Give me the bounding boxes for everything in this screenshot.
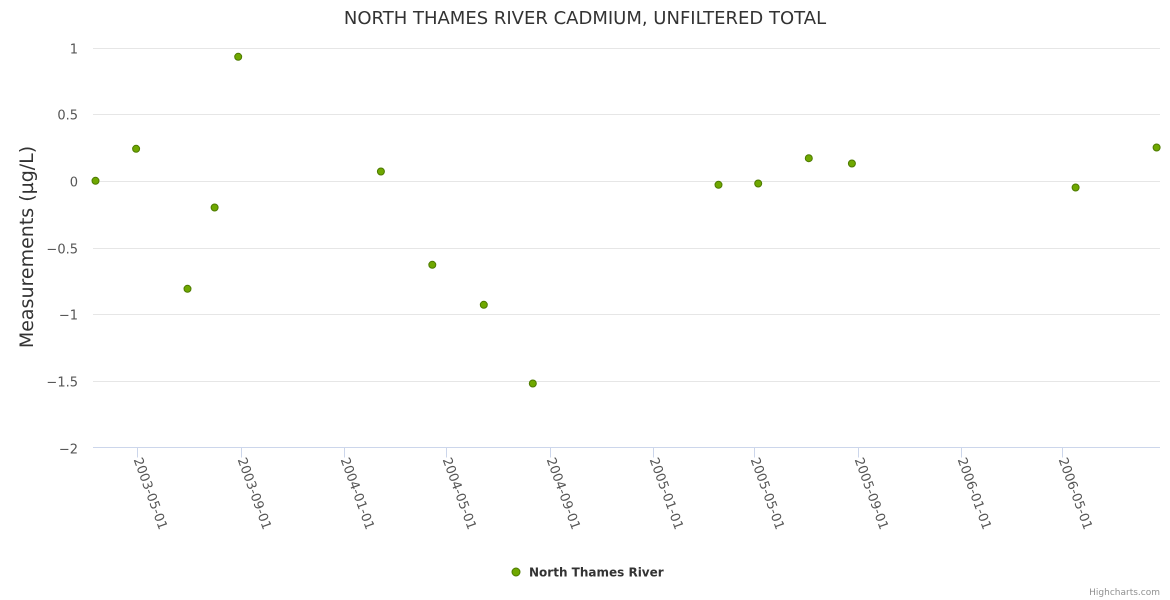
y-tick-label: 1 [70, 43, 78, 58]
data-point[interactable] [183, 284, 192, 293]
legend[interactable]: North Thames River [511, 566, 664, 580]
y-tick-label: −2 [59, 443, 78, 458]
y-tick-label: −1.5 [46, 376, 78, 391]
y-tick-label: −0.5 [46, 243, 78, 258]
series-north-thames-river [91, 52, 1161, 388]
data-point[interactable] [479, 300, 488, 309]
data-point[interactable] [1152, 143, 1161, 152]
data-point[interactable] [210, 203, 219, 212]
data-point[interactable] [1071, 183, 1080, 192]
data-point[interactable] [754, 179, 763, 188]
y-tick-label: 0 [70, 176, 78, 191]
legend-item-north-thames-river[interactable]: North Thames River [529, 566, 664, 580]
y-axis: 1 0.5 0 −0.5 −1 −1.5 −2 [46, 43, 78, 458]
data-point[interactable] [804, 154, 813, 163]
y-tick-label: −1 [59, 309, 78, 324]
data-point[interactable] [91, 176, 100, 185]
data-point[interactable] [376, 167, 385, 176]
legend-marker-icon[interactable] [511, 567, 521, 577]
data-point[interactable] [714, 180, 723, 189]
y-axis-title: Measurements (µg/L) [16, 146, 38, 348]
credits-link[interactable]: Highcharts.com [1089, 588, 1160, 598]
data-point[interactable] [132, 144, 141, 153]
data-point[interactable] [234, 52, 243, 61]
data-point[interactable] [847, 159, 856, 168]
chart-title: NORTH THAMES RIVER CADMIUM, UNFILTERED T… [344, 8, 826, 29]
data-point[interactable] [528, 379, 537, 388]
gridlines [93, 48, 1160, 382]
y-tick-label: 0.5 [57, 109, 78, 124]
data-point[interactable] [428, 260, 437, 269]
